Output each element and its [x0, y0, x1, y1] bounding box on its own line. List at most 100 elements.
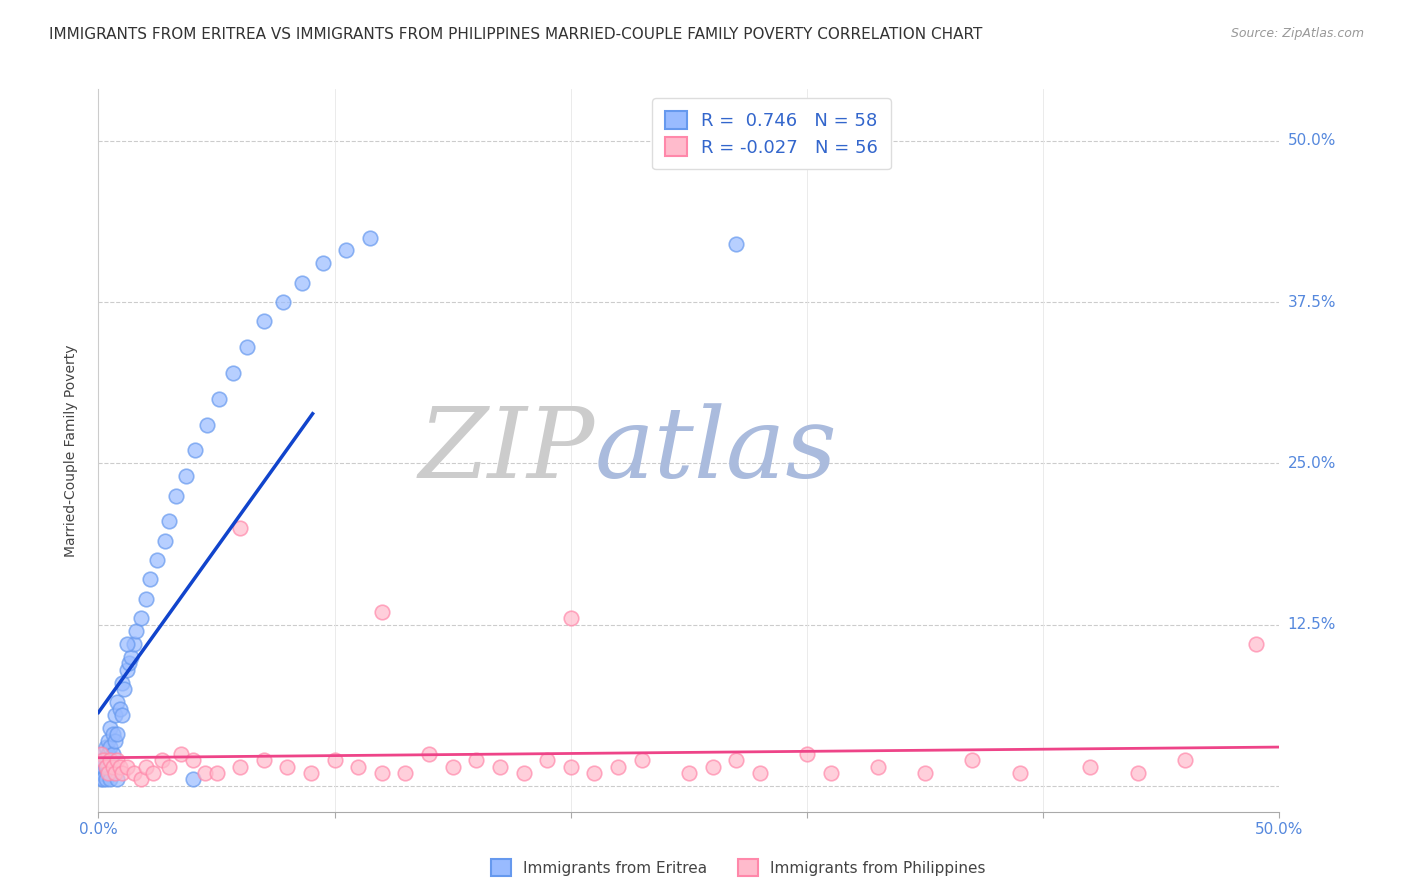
Point: [184, 443, 207, 458]
Point: [98, 721, 121, 735]
Point: [1126, 766, 1149, 780]
Point: [157, 759, 180, 773]
Point: [129, 772, 152, 787]
Point: [146, 553, 169, 567]
Point: [90, 772, 112, 787]
Text: 25.0%: 25.0%: [1288, 456, 1336, 471]
Point: [105, 772, 128, 787]
Point: [630, 753, 652, 767]
Point: [98, 740, 121, 755]
Point: [98, 753, 121, 767]
Point: [181, 772, 204, 787]
Text: 37.5%: 37.5%: [1288, 294, 1336, 310]
Point: [115, 637, 138, 651]
Point: [359, 230, 381, 244]
Point: [105, 727, 128, 741]
Point: [101, 727, 124, 741]
Point: [418, 747, 440, 761]
Point: [465, 753, 488, 767]
Point: [371, 766, 394, 780]
Point: [290, 276, 312, 290]
Point: [335, 244, 357, 258]
Point: [111, 675, 134, 690]
Point: [112, 682, 135, 697]
Point: [1244, 637, 1267, 651]
Point: [94, 740, 117, 755]
Point: [91, 753, 114, 767]
Point: [90, 753, 112, 767]
Point: [347, 759, 370, 773]
Point: [725, 237, 748, 252]
Point: [105, 695, 128, 709]
Point: [174, 469, 197, 483]
Point: [866, 759, 889, 773]
Point: [394, 766, 416, 780]
Point: [135, 591, 157, 606]
Point: [115, 663, 138, 677]
Point: [1008, 766, 1031, 780]
Point: [125, 624, 148, 639]
Point: [323, 753, 346, 767]
Point: [104, 708, 127, 723]
Text: atlas: atlas: [595, 403, 837, 498]
Point: [122, 766, 145, 780]
Point: [170, 747, 193, 761]
Point: [135, 759, 157, 773]
Point: [90, 747, 112, 761]
Point: [139, 573, 162, 587]
Legend: Immigrants from Eritrea, Immigrants from Philippines: Immigrants from Eritrea, Immigrants from…: [485, 853, 991, 882]
Point: [312, 256, 335, 270]
Point: [512, 766, 534, 780]
Point: [271, 295, 294, 310]
Point: [91, 772, 114, 787]
Text: 50.0%: 50.0%: [1288, 133, 1336, 148]
Point: [121, 649, 143, 664]
Point: [607, 759, 630, 773]
Point: [129, 611, 152, 625]
Point: [536, 753, 558, 767]
Point: [299, 766, 322, 780]
Point: [94, 772, 117, 787]
Point: [253, 753, 276, 767]
Point: [101, 747, 124, 761]
Point: [150, 753, 173, 767]
Point: [94, 759, 117, 773]
Point: [560, 611, 582, 625]
Point: [122, 637, 145, 651]
Legend: R =  0.746   N = 58, R = -0.027   N = 56: R = 0.746 N = 58, R = -0.027 N = 56: [652, 98, 891, 169]
Point: [98, 753, 121, 767]
Point: [725, 753, 748, 767]
Point: [90, 759, 112, 773]
Point: [222, 366, 245, 380]
Point: [678, 766, 700, 780]
Point: [108, 701, 131, 715]
Point: [962, 753, 984, 767]
Point: [441, 759, 464, 773]
Point: [820, 766, 842, 780]
Point: [101, 759, 124, 773]
Point: [108, 759, 131, 773]
Point: [104, 766, 127, 780]
Point: [111, 766, 134, 780]
Point: [560, 759, 582, 773]
Point: [90, 766, 112, 780]
Point: [157, 515, 180, 529]
Point: [371, 605, 394, 619]
Text: ZIP: ZIP: [418, 403, 595, 498]
Point: [748, 766, 770, 780]
Text: 12.5%: 12.5%: [1288, 617, 1336, 632]
Point: [91, 759, 114, 773]
Point: [276, 759, 298, 773]
Point: [118, 657, 141, 671]
Point: [94, 759, 117, 773]
Point: [105, 753, 128, 767]
Point: [142, 766, 165, 780]
Point: [702, 759, 724, 773]
Point: [1080, 759, 1102, 773]
Point: [253, 314, 276, 328]
Point: [236, 340, 259, 354]
Point: [97, 766, 120, 780]
Point: [115, 759, 138, 773]
Point: [153, 533, 176, 548]
Y-axis label: Married-Couple Family Poverty: Married-Couple Family Poverty: [63, 344, 77, 557]
